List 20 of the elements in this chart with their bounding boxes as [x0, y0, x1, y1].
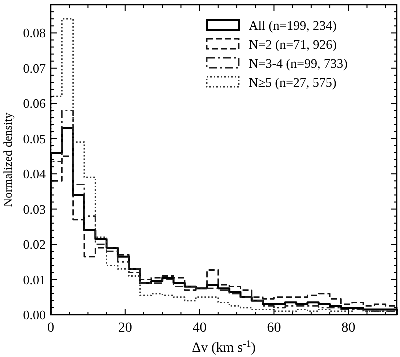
x-axis-title: Δv (km s$^{-1}$)	[192, 338, 256, 356]
y-tick-label: 0.07	[23, 60, 46, 76]
x-tick-label: 80	[342, 321, 356, 336]
y-tick-label: 0.01	[23, 272, 46, 288]
x-tick-label: 60	[267, 321, 282, 336]
x-tick-label: 0	[48, 321, 54, 336]
y-tick-label: 0.05	[23, 131, 46, 146]
legend-label: N≥5 (n=27, 575)	[249, 75, 337, 90]
y-tick-label: 0.04	[23, 166, 46, 182]
x-tick-label: 20	[118, 321, 132, 336]
legend-label: All (n=199, 234)	[249, 18, 337, 33]
y-tick-label: 0.08	[23, 26, 46, 41]
legend-label: N=2 (n=71, 926)	[249, 37, 337, 52]
y-tick-label: 0.06	[23, 96, 46, 112]
y-tick-label: 0.00	[23, 308, 46, 322]
y-axis-title: Normalized density	[1, 112, 15, 208]
y-tick-label: 0.02	[23, 237, 46, 252]
legend-label: N=3-4 (n=99, 733)	[249, 56, 348, 71]
y-tick-label: 0.03	[23, 202, 46, 217]
x-tick-label: 40	[192, 321, 207, 336]
